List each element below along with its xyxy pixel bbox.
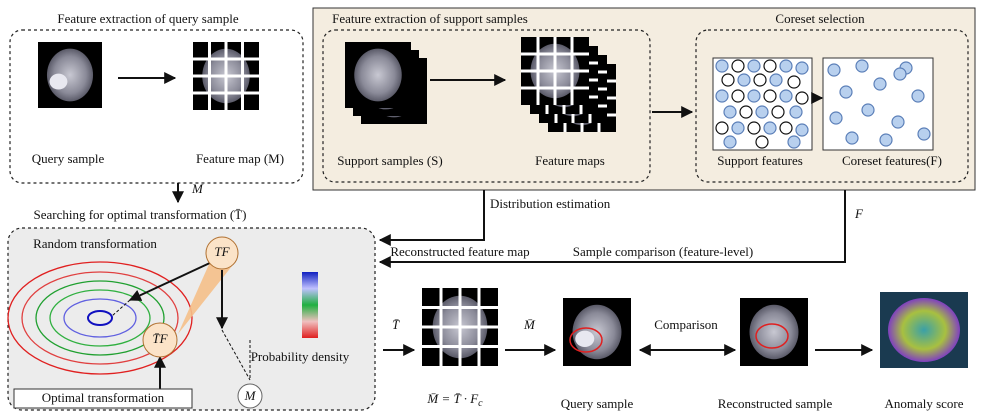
coreset-point [912,90,924,102]
label: Optimal transformation [42,390,165,405]
feature-point [748,90,760,102]
label: F [854,206,864,221]
tumor [575,331,594,347]
label: Random transformation [33,236,157,251]
feature-point [738,74,750,86]
diagram: Feature extraction of query sample Query… [0,0,982,416]
feature-point [790,106,802,118]
formula-subscript: c [478,398,483,409]
feature-point [748,122,760,134]
feature-point [724,136,736,148]
feature-point [764,122,776,134]
label: Feature map (M) [196,151,284,166]
coreset-point [846,132,858,144]
feature-point [796,92,808,104]
label: Feature maps [535,153,605,168]
feature-point [722,74,734,86]
label: M̄ [523,317,536,332]
formula-text: M̄ = T̄ · F [426,391,479,406]
label: Reconstructed sample [718,396,833,411]
feature-point [772,106,784,118]
title: Feature extraction of query sample [57,11,238,26]
label: Coreset features(F) [842,153,942,168]
label: Query sample [32,151,105,166]
title: Coreset selection [775,11,865,26]
label: Support samples (S) [337,153,442,168]
tumor [50,74,68,90]
label: Comparison [654,317,718,332]
coreset-point [828,64,840,76]
feature-point [756,106,768,118]
feature-point [780,90,792,102]
title: Reconstructed feature map [390,244,529,259]
label: T̄ [392,317,400,332]
heatmap [888,298,960,362]
feature-point [716,122,728,134]
node-label: T̄F [152,331,168,346]
label: Probability density [251,349,350,364]
feature-point [732,60,744,72]
coreset-point [874,78,886,90]
feature-point [780,60,792,72]
title: Searching for optimal transformation (T̄… [34,207,247,222]
feature-point [748,60,760,72]
coreset-point [894,68,906,80]
title: Sample comparison (feature-level) [573,244,753,259]
feature-point [732,122,744,134]
feature-point [780,122,792,134]
coreset-point [840,86,852,98]
coreset-point [918,128,930,140]
brain [354,49,402,102]
feature-point [796,124,808,136]
feature-point [788,76,800,88]
density-bar [302,272,318,338]
node-label: TF [214,244,230,259]
coreset-point [892,116,904,128]
feature-point [740,106,752,118]
feature-point [754,74,766,86]
coreset-point [880,134,892,146]
formula: M̄ = T̄ · Fc [426,391,483,409]
feature-point [764,90,776,102]
feature-point [716,60,728,72]
feature-point [716,90,728,102]
title: Feature extraction of support samples [332,11,528,26]
feature-point [770,74,782,86]
feature-point [756,136,768,148]
coreset-point [856,60,868,72]
arrow [380,190,484,240]
node-label: M [244,388,257,403]
label: Distribution estimation [490,196,611,211]
label: Query sample [561,396,634,411]
label: Anomaly score [884,396,963,411]
label: M [191,181,204,196]
feature-point [724,106,736,118]
feature-point [732,90,744,102]
feature-point [796,62,808,74]
label: Support features [717,153,803,168]
feature-point [788,136,800,148]
feature-point [764,60,776,72]
coreset-point [862,104,874,116]
coreset-point [830,112,842,124]
